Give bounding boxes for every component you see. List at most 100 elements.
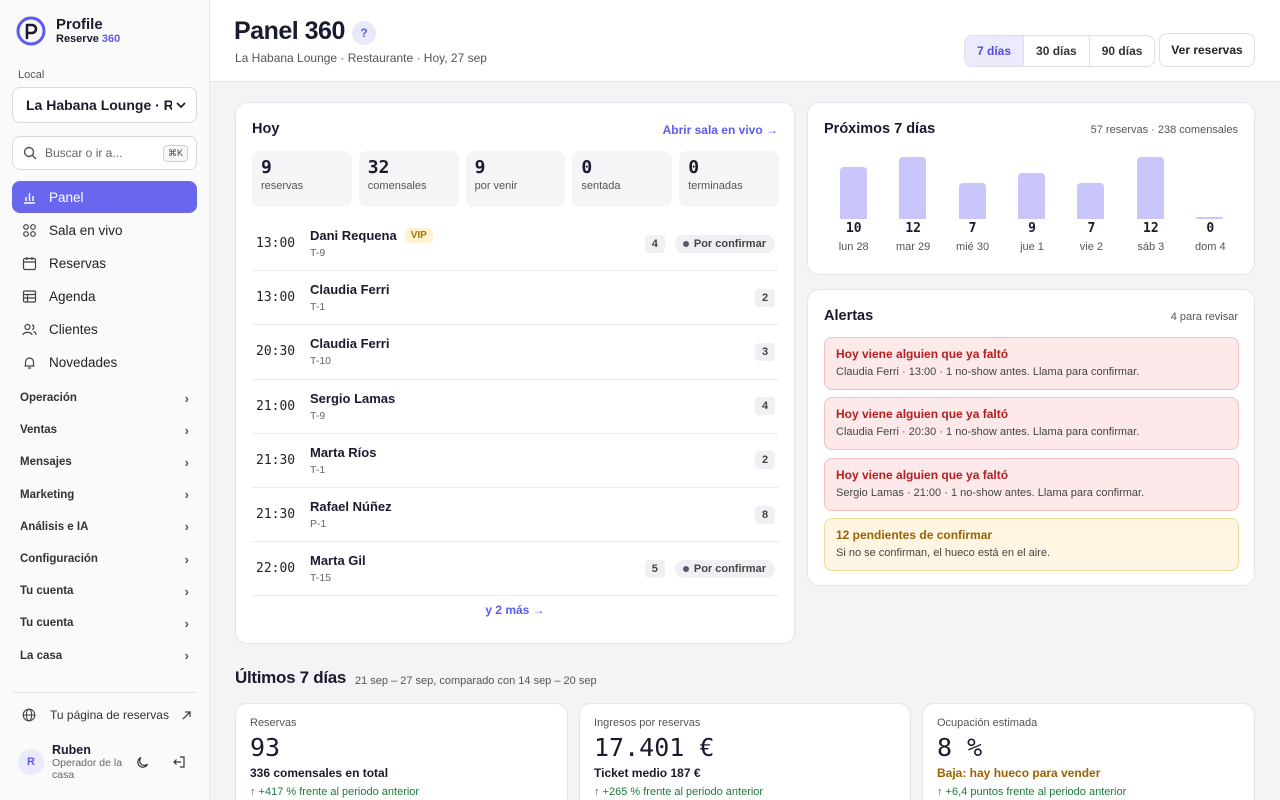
upcoming-title: Próximos 7 días	[824, 121, 936, 137]
chevron-right-icon: ›	[184, 390, 189, 406]
sidebar-divider	[12, 692, 197, 693]
bar[interactable]	[1077, 182, 1105, 219]
nav-group-mensajes[interactable]: Mensajes ›	[20, 454, 189, 470]
bar-column: 0 dom 4	[1182, 149, 1238, 267]
alert-danger[interactable]: Hoy viene alguien que ya faltó Claudia F…	[824, 397, 1239, 451]
reservation-row[interactable]: 22:00 Marta Gil T-15 5 Por confirmar	[252, 542, 779, 597]
chevron-right-icon: ›	[184, 648, 189, 664]
reservation-row[interactable]: 21:00 Sergio Lamas T-9 4	[252, 380, 779, 434]
nav-group-operacion[interactable]: Operación ›	[20, 390, 189, 406]
alert-title: 12 pendientes de confirmar	[836, 527, 993, 542]
reservation-row[interactable]: 21:30 Rafael Núñez P-1 8	[252, 488, 779, 543]
party-size-badge: 5	[644, 559, 665, 578]
chevron-right-icon: ›	[184, 454, 189, 470]
logout-icon[interactable]	[172, 755, 186, 769]
reservation-row[interactable]: 13:00 Claudia Ferri T-1 2	[252, 271, 779, 326]
upcoming-summary: 57 reservas · 238 comensales	[1090, 124, 1238, 136]
alert-description: Claudia Ferri · 20:30 · 1 no-show antes.…	[836, 426, 1140, 439]
bar-category-label: dom 4	[1194, 241, 1226, 253]
help-button[interactable]: ?	[352, 21, 376, 45]
search-input[interactable]: Buscar o ir a... ⌘K	[12, 136, 197, 170]
chevron-right-icon: ›	[184, 615, 189, 631]
alert-description: Sergio Lamas · 21:00 · 1 no-show antes. …	[836, 486, 1145, 499]
nav-item-clientes[interactable]: Clientes	[12, 313, 197, 345]
alert-title: Hoy viene alguien que ya faltó	[836, 407, 1009, 422]
kpi-ingresos[interactable]: Ingresos por reservas 17.401 € Ticket me…	[579, 703, 911, 800]
bar[interactable]	[839, 167, 867, 219]
sidebar: Profile Reserve 360 Local La Habana Loun…	[0, 0, 210, 800]
alert-description: Si no se confirman, el hueco está en el …	[836, 546, 1051, 559]
view-reservations-button[interactable]: Ver reservas	[1159, 33, 1255, 67]
page-header: Panel 360 ? La Habana Lounge · Restauran…	[210, 0, 1280, 82]
nav-group-ventas[interactable]: Ventas ›	[20, 422, 189, 438]
alert-warning[interactable]: 12 pendientes de confirmar Si no se conf…	[824, 517, 1239, 571]
bar[interactable]	[958, 182, 986, 219]
reservation-table: T-1	[310, 463, 326, 476]
external-link-icon	[182, 710, 191, 719]
nav-groups: Operación › Ventas › Mensajes › Marketing › …	[12, 382, 197, 672]
reservation-name: Dani Requena	[310, 228, 397, 244]
public-booking-link[interactable]: Tu página de reservas	[22, 708, 192, 722]
bar[interactable]	[899, 157, 927, 219]
brand-name: Profile	[56, 16, 103, 33]
bar-column: 7 vie 2	[1063, 149, 1119, 267]
party-size-badge: 4	[644, 234, 665, 253]
grid-icon	[23, 223, 36, 237]
bar-chart-icon	[24, 192, 35, 204]
vip-badge: VIP	[404, 228, 433, 244]
tab-7-dias[interactable]: 7 días	[965, 36, 1025, 66]
chevron-right-icon: ›	[184, 487, 189, 503]
moon-icon[interactable]	[136, 755, 150, 769]
reservation-row[interactable]: 21:30 Marta Ríos T-1 2	[252, 434, 779, 488]
nav-group-tu-cuenta[interactable]: Tu cuenta ›	[20, 583, 189, 599]
brand[interactable]: Profile Reserve 360	[16, 16, 120, 46]
bar-value-label: 12	[905, 221, 921, 236]
bar-value-label: 12	[1143, 221, 1159, 236]
upcoming-card: Próximos 7 días 57 reservas · 238 comens…	[807, 102, 1255, 275]
nav-item-novedades[interactable]: Novedades	[12, 346, 197, 378]
bar-category-label: mié 30	[956, 241, 990, 253]
nav-group-analisis[interactable]: Análisis e IA ›	[20, 519, 189, 535]
open-live-link[interactable]: Abrir sala en vivo →	[662, 123, 778, 137]
bar-value-label: 7	[1087, 221, 1096, 236]
reservation-time: 13:00	[256, 290, 296, 306]
reservation-table: T-15	[310, 572, 332, 585]
chevron-right-icon: ›	[184, 422, 189, 438]
avatar[interactable]: R	[18, 749, 44, 775]
alert-danger[interactable]: Hoy viene alguien que ya faltó Claudia F…	[824, 337, 1239, 390]
reservation-time: 22:00	[256, 561, 296, 577]
alert-danger[interactable]: Hoy viene alguien que ya faltó Sergio La…	[824, 457, 1239, 511]
bar[interactable]	[1196, 217, 1224, 219]
bar[interactable]	[1018, 172, 1045, 219]
local-label: Local	[18, 69, 45, 81]
bar-category-label: jue 1	[1020, 241, 1044, 253]
nav-group-marketing[interactable]: Marketing ›	[20, 487, 189, 503]
nav-group-la-casa[interactable]: La casa ›	[20, 648, 189, 664]
nav-item-reservas[interactable]: Reservas	[12, 247, 197, 279]
nav-group-tu-cuenta-2[interactable]: Tu cuenta ›	[20, 615, 189, 631]
reservation-table: T-9	[310, 247, 326, 260]
nav-item-agenda[interactable]: Agenda	[12, 280, 197, 312]
bar[interactable]	[1136, 157, 1164, 219]
reservation-row[interactable]: 13:00 Dani Requena VIP T-9 4 Por confirmar	[252, 217, 779, 272]
kpi-reservas[interactable]: Reservas 93 336 comensales en total ↑ +4…	[235, 703, 568, 800]
party-size-badge: 4	[755, 397, 775, 416]
search-icon	[23, 146, 37, 160]
nav-item-panel[interactable]: Panel	[12, 181, 197, 213]
kpi-ocupacion[interactable]: Ocupación estimada 8 % Baja: hay hueco p…	[922, 703, 1255, 800]
alerts-title: Alertas	[824, 308, 874, 324]
bar-column: 12 sáb 3	[1123, 149, 1179, 267]
reservation-row[interactable]: 20:30 Claudia Ferri T-10 3	[252, 325, 779, 380]
nav-item-sala-en-vivo[interactable]: Sala en vivo	[12, 214, 197, 246]
nav-group-configuracion[interactable]: Configuración ›	[20, 551, 189, 567]
tab-30-dias[interactable]: 30 días	[1024, 36, 1090, 66]
show-more-link[interactable]: y 2 más →	[485, 603, 545, 617]
main-nav: Panel Sala en vivo Reservas Agenda Clien…	[12, 181, 197, 379]
reservation-name: Claudia Ferri	[310, 336, 390, 352]
chevron-down-icon	[176, 102, 186, 109]
bar-value-label: 9	[1028, 221, 1036, 236]
users-icon	[22, 323, 37, 335]
local-select[interactable]: La Habana Lounge · Restaurante	[12, 87, 197, 123]
tab-90-dias[interactable]: 90 días	[1101, 44, 1143, 58]
reservation-table: T-9	[310, 409, 326, 422]
